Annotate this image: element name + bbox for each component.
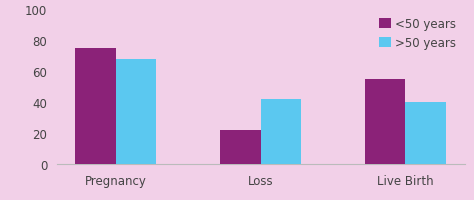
Bar	[365, 79, 405, 164]
Bar	[405, 102, 446, 164]
Bar	[116, 59, 156, 164]
Bar	[75, 49, 116, 164]
Legend: <50 years, >50 years: <50 years, >50 years	[376, 16, 459, 52]
Bar	[220, 130, 261, 164]
Bar	[261, 99, 301, 164]
